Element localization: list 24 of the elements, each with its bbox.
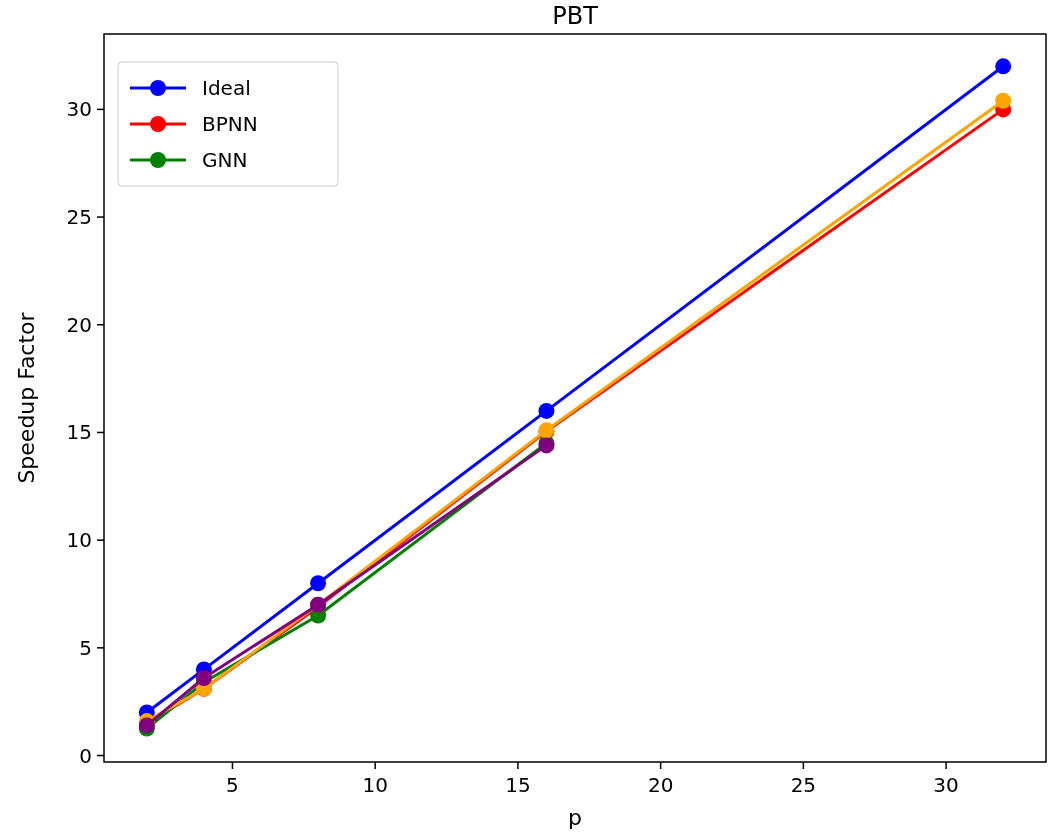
x-axis-title: p xyxy=(568,805,582,830)
y-tick-label: 30 xyxy=(66,97,92,122)
y-tick-label: 20 xyxy=(66,312,92,337)
x-tick-label: 5 xyxy=(226,773,239,797)
y-tick-label: 10 xyxy=(66,528,92,553)
point xyxy=(995,92,1012,109)
point xyxy=(310,575,327,592)
y-tick-label: 15 xyxy=(66,420,92,445)
point xyxy=(538,402,555,419)
point xyxy=(995,58,1012,75)
x-tick-label: 25 xyxy=(790,773,817,797)
x-tick-label: 15 xyxy=(505,773,531,797)
x-tick-label: 10 xyxy=(362,773,388,797)
x-tick-label: 20 xyxy=(647,773,674,797)
x-tick-label: 30 xyxy=(933,773,959,797)
chart-title: PBT xyxy=(552,2,599,30)
y-tick-label: 0 xyxy=(79,743,92,768)
legend-label: GNN xyxy=(202,148,248,172)
legend-label: Ideal xyxy=(202,76,251,100)
legend-label: BPNN xyxy=(202,112,258,136)
y-axis-title: Speedup Factor xyxy=(14,311,39,484)
point xyxy=(195,670,212,686)
y-tick-label: 5 xyxy=(79,635,92,660)
y-tick-label: 25 xyxy=(66,205,92,230)
